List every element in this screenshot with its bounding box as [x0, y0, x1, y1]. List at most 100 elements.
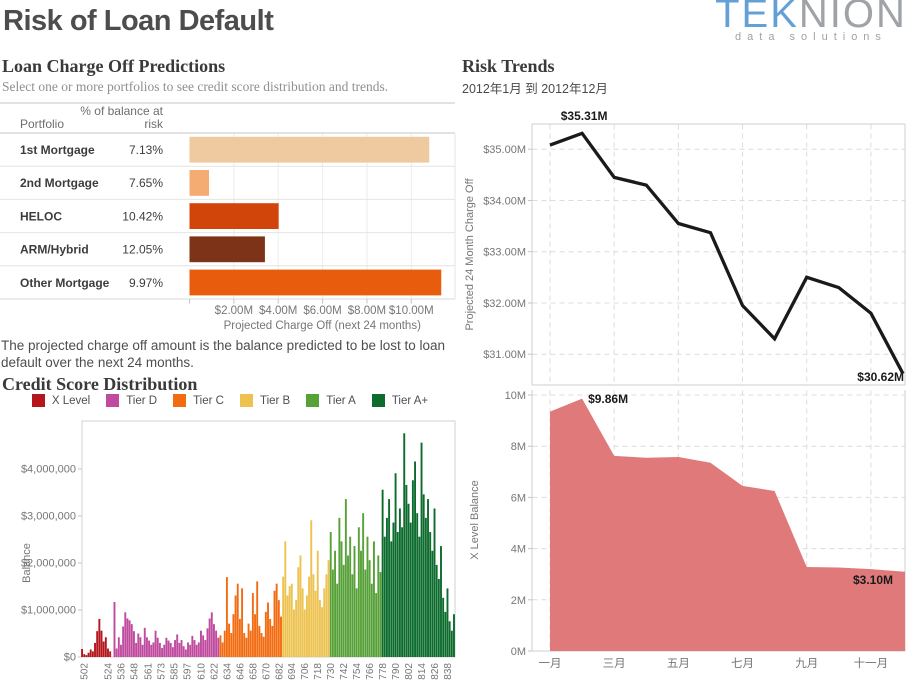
histogram-bar[interactable]	[435, 564, 438, 657]
histogram-bar[interactable]	[130, 624, 133, 657]
histogram-bar[interactable]	[275, 583, 278, 657]
histogram-bar[interactable]	[347, 555, 349, 657]
histogram-bar[interactable]	[450, 630, 453, 657]
histogram-bar[interactable]	[91, 651, 94, 657]
histogram-bar[interactable]	[174, 640, 176, 657]
histogram-bar[interactable]	[310, 520, 313, 657]
histogram-bar[interactable]	[349, 536, 352, 657]
histogram-bar[interactable]	[271, 625, 274, 657]
histogram-bar[interactable]	[109, 651, 112, 657]
histogram-bar[interactable]	[368, 560, 371, 657]
histogram-bar[interactable]	[269, 618, 272, 657]
histogram-bar[interactable]	[355, 588, 358, 657]
histogram-bar[interactable]	[243, 633, 246, 657]
histogram-bar[interactable]	[392, 522, 395, 657]
histogram-bar[interactable]	[113, 602, 116, 657]
histogram-bar[interactable]	[143, 627, 146, 657]
portfolio-row[interactable]: HELOC 10.42%	[20, 203, 279, 229]
charge-off-bar[interactable]	[189, 136, 430, 163]
histogram-bar[interactable]	[126, 618, 129, 657]
histogram-bar[interactable]	[383, 536, 386, 657]
histogram-bar[interactable]	[336, 583, 339, 657]
histogram-bar[interactable]	[299, 555, 302, 657]
histogram-bar[interactable]	[327, 560, 330, 657]
histogram-bar[interactable]	[176, 634, 179, 657]
histogram-bar[interactable]	[102, 641, 105, 657]
histogram-bar[interactable]	[247, 623, 250, 657]
charge-off-trend-line[interactable]	[549, 131, 905, 375]
histogram-bar[interactable]	[446, 588, 449, 657]
histogram-bar[interactable]	[249, 630, 252, 657]
histogram-bar[interactable]	[232, 614, 235, 657]
histogram-bar[interactable]	[308, 576, 311, 657]
histogram-bar[interactable]	[171, 647, 174, 657]
histogram-bar[interactable]	[107, 648, 109, 657]
histogram-bar[interactable]	[132, 631, 135, 657]
histogram-bar[interactable]	[409, 522, 412, 657]
histogram-bar[interactable]	[135, 642, 138, 657]
histogram-bar[interactable]	[187, 642, 189, 657]
histogram-bar[interactable]	[184, 649, 187, 657]
histogram-bar[interactable]	[422, 494, 425, 657]
histogram-bar[interactable]	[200, 630, 202, 657]
histogram-bar[interactable]	[381, 489, 384, 657]
histogram-bar[interactable]	[411, 480, 414, 657]
portfolio-row[interactable]: 1st Mortgage 7.13%	[20, 136, 430, 163]
legend-item[interactable]: Tier C	[173, 394, 224, 407]
histogram-bar[interactable]	[230, 633, 233, 657]
histogram-bar[interactable]	[377, 555, 380, 657]
histogram-bar[interactable]	[340, 541, 343, 657]
histogram-bar[interactable]	[202, 635, 205, 657]
histogram-bar[interactable]	[323, 588, 326, 657]
histogram-bar[interactable]	[158, 642, 161, 657]
histogram-bar[interactable]	[396, 531, 399, 657]
histogram-bar[interactable]	[94, 642, 96, 657]
histogram-bar[interactable]	[115, 648, 118, 657]
histogram-bar[interactable]	[442, 597, 445, 657]
histogram-bar[interactable]	[318, 600, 321, 657]
charge-off-bar[interactable]	[189, 236, 265, 263]
histogram-bar[interactable]	[360, 550, 362, 657]
histogram-bar[interactable]	[258, 625, 261, 657]
histogram-bar[interactable]	[431, 550, 434, 657]
histogram-bar[interactable]	[373, 541, 375, 657]
histogram-bar[interactable]	[128, 620, 131, 657]
histogram-bar[interactable]	[165, 637, 168, 657]
histogram-bar[interactable]	[357, 527, 360, 657]
portfolio-row[interactable]: 2nd Mortgage 7.65%	[20, 170, 210, 196]
histogram-bar[interactable]	[280, 616, 282, 657]
histogram-bar[interactable]	[394, 473, 397, 657]
histogram-bar[interactable]	[273, 590, 276, 657]
histogram-bar[interactable]	[87, 652, 90, 657]
histogram-bar[interactable]	[342, 564, 345, 657]
histogram-bar[interactable]	[210, 612, 213, 657]
histogram-bar[interactable]	[189, 644, 192, 657]
histogram-bar[interactable]	[195, 644, 198, 657]
histogram-bar[interactable]	[217, 637, 220, 657]
histogram-bar[interactable]	[241, 588, 244, 657]
histogram-bar[interactable]	[405, 484, 408, 657]
histogram-bar[interactable]	[398, 508, 401, 657]
histogram-bar[interactable]	[145, 637, 148, 657]
histogram-bar[interactable]	[297, 567, 300, 657]
histogram-bar[interactable]	[403, 433, 406, 657]
histogram-bar[interactable]	[89, 649, 92, 657]
histogram-bar[interactable]	[180, 640, 183, 657]
histogram-bar[interactable]	[204, 640, 207, 657]
histogram-bar[interactable]	[453, 614, 455, 657]
histogram-bar[interactable]	[219, 635, 222, 657]
histogram-bar[interactable]	[433, 508, 436, 657]
histogram-bar[interactable]	[251, 593, 254, 657]
histogram-bar[interactable]	[152, 642, 155, 657]
histogram-bar[interactable]	[139, 637, 142, 657]
histogram-bar[interactable]	[260, 633, 263, 657]
charge-off-bar[interactable]	[189, 269, 442, 296]
histogram-bar[interactable]	[254, 614, 256, 657]
histogram-bar[interactable]	[208, 618, 211, 657]
histogram-bar[interactable]	[100, 630, 103, 657]
histogram-bar[interactable]	[96, 631, 99, 657]
histogram-bar[interactable]	[178, 642, 181, 657]
histogram-bar[interactable]	[375, 593, 378, 657]
histogram-bar[interactable]	[331, 569, 334, 657]
histogram-bar[interactable]	[284, 541, 287, 657]
